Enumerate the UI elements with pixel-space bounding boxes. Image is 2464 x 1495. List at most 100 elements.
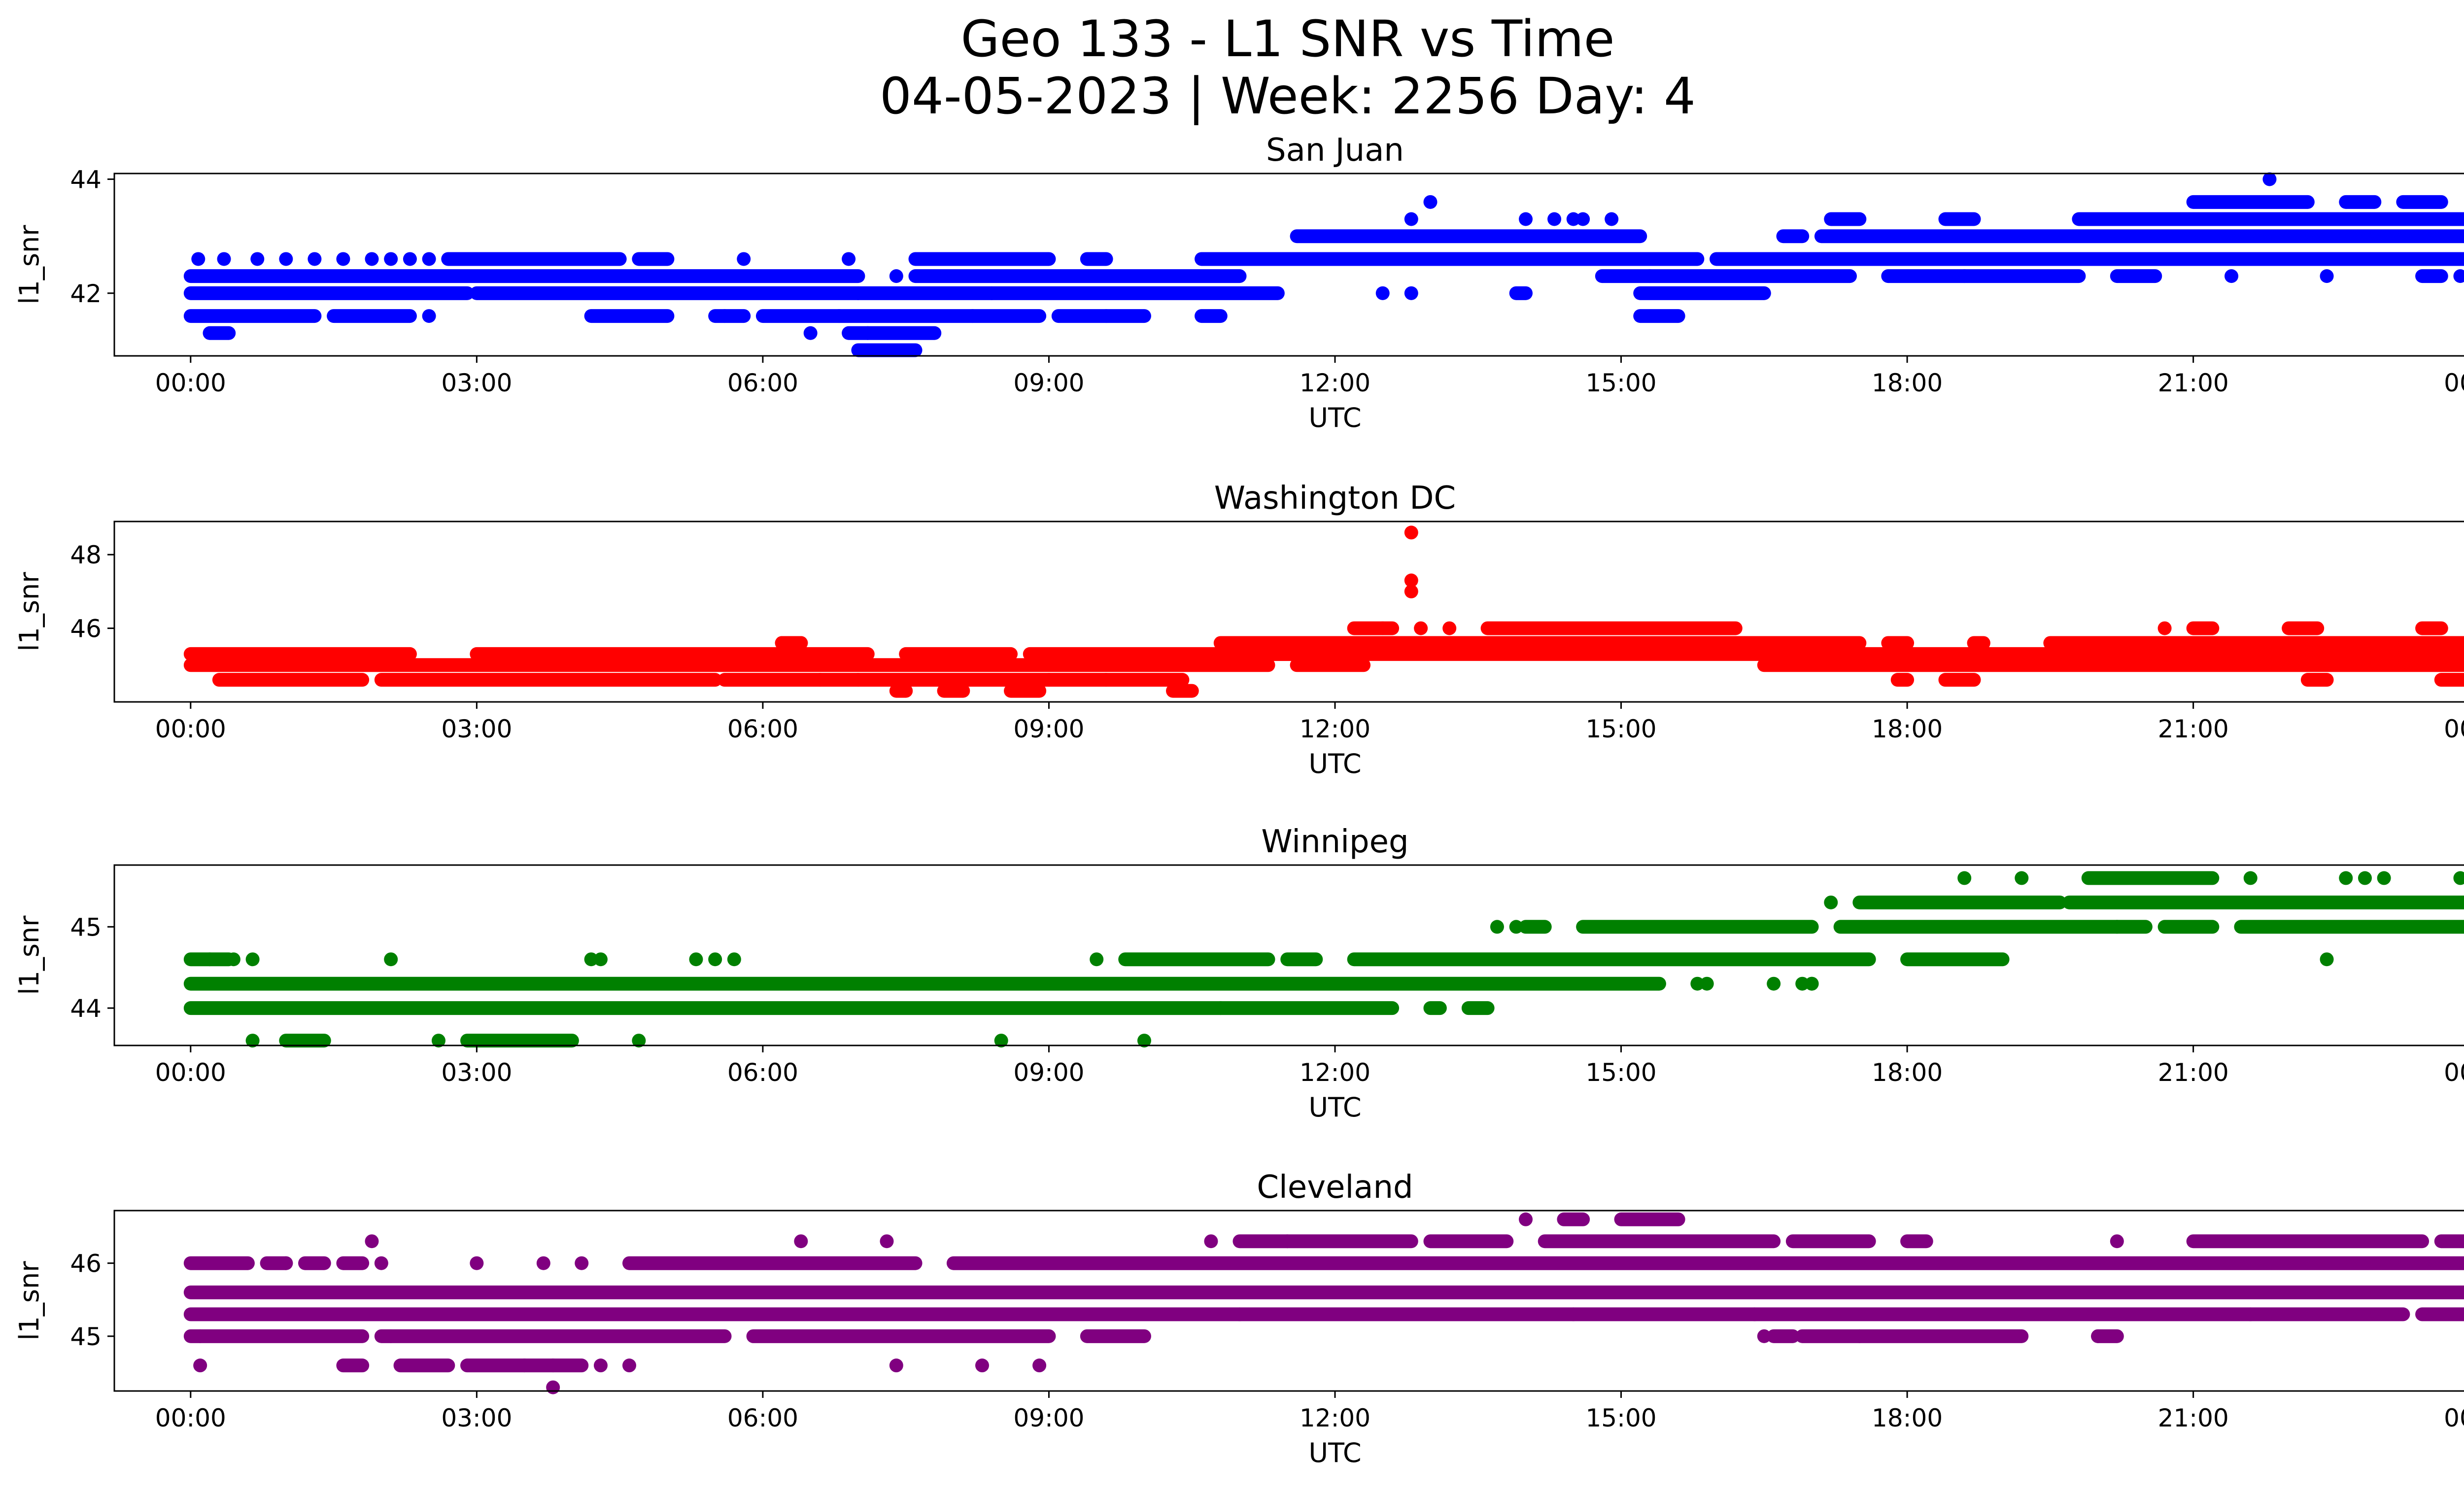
x-tick-label: 21:00 bbox=[2158, 715, 2229, 743]
data-point bbox=[374, 1256, 388, 1270]
data-point bbox=[889, 1358, 903, 1373]
data-point bbox=[217, 252, 231, 266]
x-tick-label: 06:00 bbox=[727, 369, 798, 397]
data-point-run bbox=[1290, 658, 1371, 672]
data-point-run bbox=[1938, 212, 1981, 226]
y-axis-label: l1_snr bbox=[14, 1261, 45, 1341]
data-point-run bbox=[183, 1001, 1228, 1015]
data-point bbox=[1509, 920, 1523, 934]
data-point-run bbox=[1004, 684, 1047, 698]
data-point-run bbox=[1614, 1212, 1685, 1226]
y-tick-label: 45 bbox=[70, 1322, 102, 1351]
data-point-run bbox=[2282, 621, 2325, 635]
data-point-run bbox=[1881, 269, 1972, 283]
data-point-run bbox=[1232, 1234, 1418, 1249]
x-tick-label: 21:00 bbox=[2158, 1058, 2229, 1087]
data-point-run bbox=[908, 269, 1247, 283]
data-point-run bbox=[2081, 871, 2220, 885]
data-point bbox=[2110, 1234, 2124, 1249]
data-point bbox=[689, 952, 703, 967]
x-tick-label: 00:00 bbox=[155, 1404, 226, 1432]
x-axis-label: UTC bbox=[1308, 402, 1361, 433]
x-tick-label: 18:00 bbox=[1872, 1058, 1943, 1087]
scatter-series bbox=[183, 525, 2464, 698]
data-point bbox=[431, 1034, 445, 1048]
data-point-run bbox=[1795, 1329, 2029, 1343]
data-point bbox=[1375, 286, 1390, 300]
data-point-run bbox=[2110, 269, 2162, 283]
data-point-run bbox=[279, 1034, 331, 1048]
data-point bbox=[994, 1034, 1008, 1048]
x-tick-label: 12:00 bbox=[1300, 1404, 1370, 1432]
data-point-run bbox=[1280, 952, 1323, 967]
data-point-run bbox=[2300, 673, 2334, 687]
y-tick-label: 46 bbox=[70, 1250, 102, 1278]
data-point bbox=[1404, 212, 1418, 226]
data-point-run bbox=[183, 658, 1275, 672]
data-point bbox=[1099, 673, 1113, 687]
data-point bbox=[2453, 871, 2464, 885]
data-point bbox=[632, 1034, 646, 1048]
data-point-run bbox=[2415, 269, 2448, 283]
data-point bbox=[245, 952, 260, 967]
x-tick-label: 18:00 bbox=[1872, 715, 1943, 743]
x-tick-label: 03:00 bbox=[441, 369, 512, 397]
subplot-2: Winnipeg 00:00 03:00 06:00 09:00 12:00 15:00 18… bbox=[14, 824, 2464, 1123]
data-point bbox=[794, 636, 808, 650]
data-point-run bbox=[2186, 195, 2315, 209]
figure-title-line1: Geo 133 - L1 SNR vs Time bbox=[960, 10, 1615, 69]
data-point-run bbox=[1347, 621, 1400, 635]
x-tick-label: 00:00 bbox=[155, 1058, 226, 1087]
y-tick-label: 44 bbox=[70, 166, 102, 194]
data-point-run bbox=[1290, 229, 1647, 243]
data-point-run bbox=[899, 647, 1018, 661]
data-point-run bbox=[813, 673, 1056, 687]
y-tick-label: 45 bbox=[70, 913, 102, 941]
data-point-run bbox=[1833, 920, 2153, 934]
data-point bbox=[1957, 871, 1972, 885]
data-point bbox=[245, 1034, 260, 1048]
x-tick-label: 15:00 bbox=[1586, 1404, 1657, 1432]
subplot-title: San Juan bbox=[1266, 132, 1404, 169]
y-axis-label: l1_snr bbox=[14, 915, 45, 995]
x-axis-label: UTC bbox=[1308, 1092, 1361, 1123]
data-point-run bbox=[374, 673, 722, 687]
data-point bbox=[1757, 1329, 1771, 1343]
data-point-run bbox=[832, 309, 980, 323]
x-tick-label: 15:00 bbox=[1586, 369, 1657, 397]
scatter-series bbox=[183, 172, 2464, 357]
data-point bbox=[336, 252, 350, 266]
data-point bbox=[1566, 1307, 1580, 1321]
data-point-run bbox=[1538, 1234, 1781, 1249]
data-point bbox=[2262, 172, 2277, 186]
data-point-run bbox=[183, 286, 475, 300]
data-point bbox=[2320, 269, 2334, 283]
data-point-run bbox=[183, 1307, 1247, 1321]
data-point-run bbox=[183, 647, 417, 661]
x-tick-label: 06:00 bbox=[727, 715, 798, 743]
data-point bbox=[1576, 212, 1590, 226]
data-point-run bbox=[460, 1358, 560, 1373]
data-point bbox=[737, 252, 751, 266]
data-point bbox=[546, 1380, 560, 1394]
data-point-run bbox=[470, 647, 875, 661]
data-point-run bbox=[1710, 252, 2464, 266]
data-point-run bbox=[1166, 684, 1199, 698]
data-point-run bbox=[1213, 647, 2464, 661]
data-point-run bbox=[755, 309, 846, 323]
x-tick-label: 15:00 bbox=[1586, 1058, 1657, 1087]
data-point bbox=[1404, 286, 1418, 300]
subplot-1: Washington DC 00:00 03:00 06:00 09:00 12:00 15… bbox=[14, 480, 2464, 779]
data-point-run bbox=[2186, 621, 2220, 635]
data-point bbox=[1547, 212, 1562, 226]
data-point-run bbox=[622, 1256, 923, 1270]
data-point-run bbox=[2339, 195, 2382, 209]
data-point-run bbox=[1767, 1329, 1800, 1343]
data-point bbox=[1404, 573, 1418, 588]
data-point-run bbox=[2062, 895, 2464, 909]
data-point bbox=[365, 252, 379, 266]
data-point bbox=[1852, 1329, 1867, 1343]
x-tick-label: 00:00 bbox=[2444, 369, 2464, 397]
data-point-run bbox=[183, 976, 1666, 991]
